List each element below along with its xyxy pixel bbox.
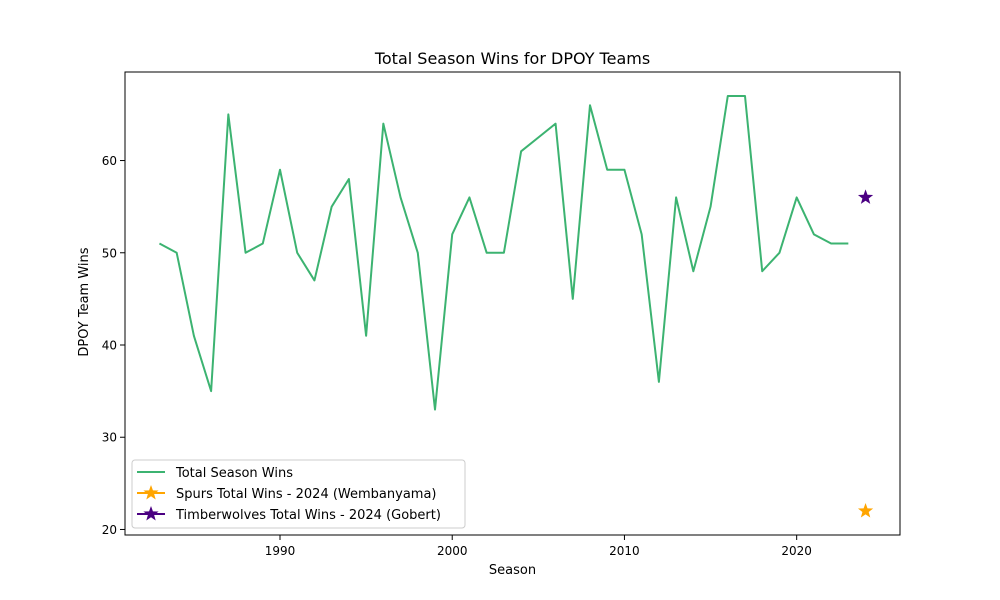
chart-title: Total Season Wins for DPOY Teams: [374, 49, 650, 68]
series-line-total-wins: [158, 94, 849, 411]
y-axis-label: DPOY Team Wins: [77, 247, 92, 356]
y-tick-label-40: 40: [102, 339, 117, 353]
legend-star-timberwolves: [143, 506, 159, 521]
legend-label-timberwolves: Timberwolves Total Wins - 2024 (Gobert): [175, 508, 441, 523]
x-axis-label: Season: [489, 563, 536, 578]
legend: Total Season Wins Spurs Total Wins - 202…: [131, 459, 466, 529]
x-tick-label-2000: 2000: [437, 544, 468, 558]
legend-label-spurs: Spurs Total Wins - 2024 (Wembanyama): [176, 487, 437, 502]
y-tick-label-20: 20: [102, 523, 117, 537]
x-tick-label-2020: 2020: [781, 544, 812, 558]
legend-star-spurs: [143, 485, 159, 500]
star-marker-spurs: [857, 503, 874, 518]
y-tick-label-60: 60: [102, 154, 117, 168]
legend-box: [131, 459, 466, 529]
legend-label-total-wins: Total Season Wins: [175, 466, 293, 481]
axes-frame: [124, 71, 901, 536]
y-tick-label-30: 30: [102, 431, 117, 445]
x-tick-label-1990: 1990: [265, 544, 296, 558]
y-tick-label-50: 50: [102, 246, 117, 260]
star-marker-timberwolves: [857, 189, 874, 204]
x-tick-label-2010: 2010: [609, 544, 640, 558]
